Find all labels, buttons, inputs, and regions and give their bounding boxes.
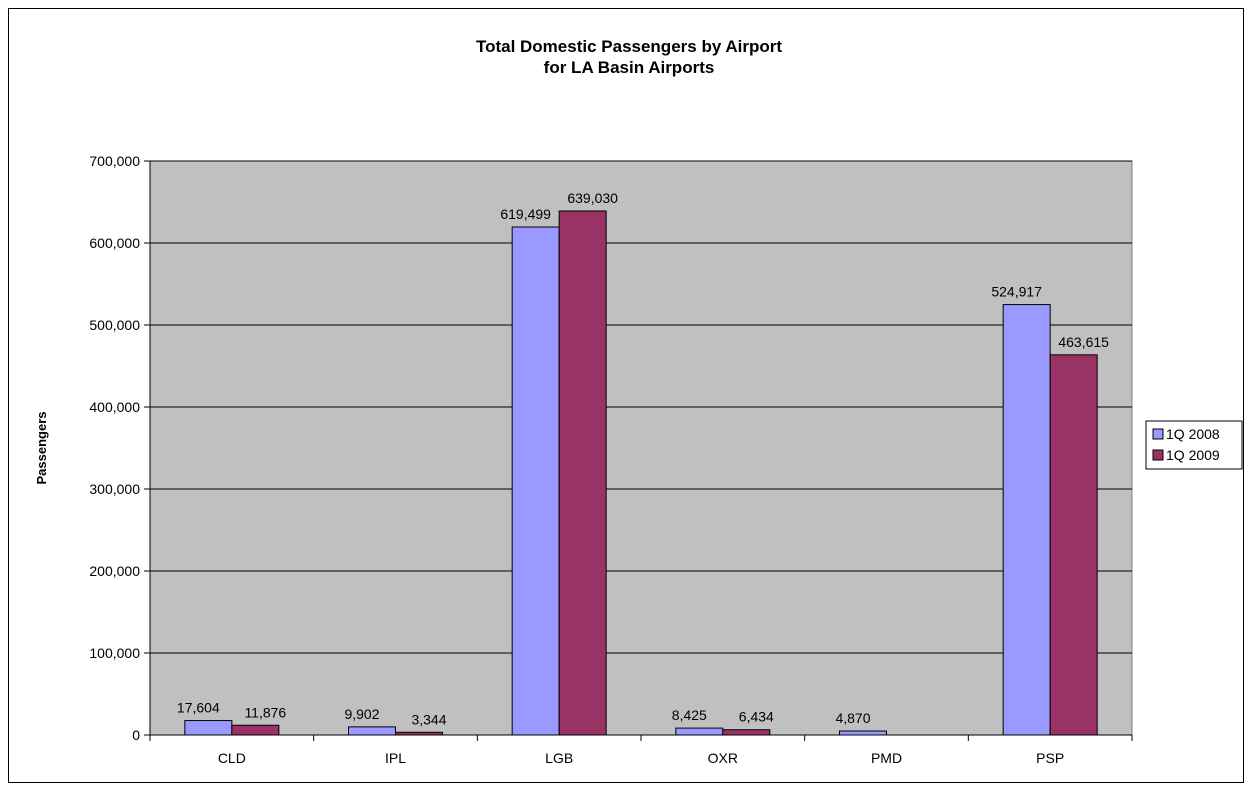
data-label: 4,870: [835, 710, 870, 726]
bar: [184, 720, 233, 736]
plot-background: [149, 160, 1133, 736]
bar: [722, 729, 771, 736]
legend-swatch: [1152, 428, 1164, 440]
x-tick-label: PMD: [871, 750, 902, 766]
legend-label: 1Q 2008: [1166, 426, 1220, 442]
y-axis-title: Passengers: [34, 412, 49, 485]
x-tick-label: PSP: [1036, 750, 1064, 766]
bar: [839, 730, 887, 736]
data-label: 17,604: [177, 700, 220, 716]
bar: [395, 731, 443, 736]
y-tick-label: 0: [132, 727, 140, 743]
legend-swatch: [1152, 449, 1164, 461]
bar: [675, 727, 724, 736]
x-tick-label: CLD: [218, 750, 246, 766]
y-tick-label: 600,000: [89, 235, 140, 251]
chart-title-line-1: Total Domestic Passengers by Airport: [476, 37, 782, 56]
y-tick-label: 100,000: [89, 645, 140, 661]
legend-label: 1Q 2009: [1166, 447, 1220, 463]
data-label: 3,344: [411, 711, 446, 727]
chart-title-line-2: for LA Basin Airports: [544, 58, 715, 77]
bar: [558, 210, 607, 736]
data-label: 11,876: [244, 704, 286, 720]
legend: 1Q 2008 1Q 2009: [1145, 420, 1243, 470]
data-label: 463,615: [1058, 334, 1109, 350]
y-tick-label: 700,000: [89, 153, 140, 169]
data-label: 8,425: [672, 707, 707, 723]
data-label: 6,434: [739, 709, 774, 725]
y-tick-label: 400,000: [89, 399, 140, 415]
plot-area: 0 100,000 200,000 300,000 400,000 500,000 600,…: [89, 153, 1133, 766]
data-label: 619,499: [500, 206, 551, 222]
data-label: 524,917: [991, 284, 1042, 300]
bar: [231, 724, 280, 736]
x-tick-label: LGB: [545, 750, 573, 766]
data-label: 9,902: [344, 706, 379, 722]
bar: [348, 726, 396, 736]
y-tick-label: 500,000: [89, 317, 140, 333]
data-label: 639,030: [567, 190, 618, 206]
bar: [1002, 304, 1051, 736]
y-tick-label: 300,000: [89, 481, 140, 497]
x-tick-label: IPL: [385, 750, 406, 766]
x-tick-label: OXR: [708, 750, 738, 766]
y-tick-label: 200,000: [89, 563, 140, 579]
bar: [511, 226, 560, 736]
bar: [1049, 354, 1098, 736]
